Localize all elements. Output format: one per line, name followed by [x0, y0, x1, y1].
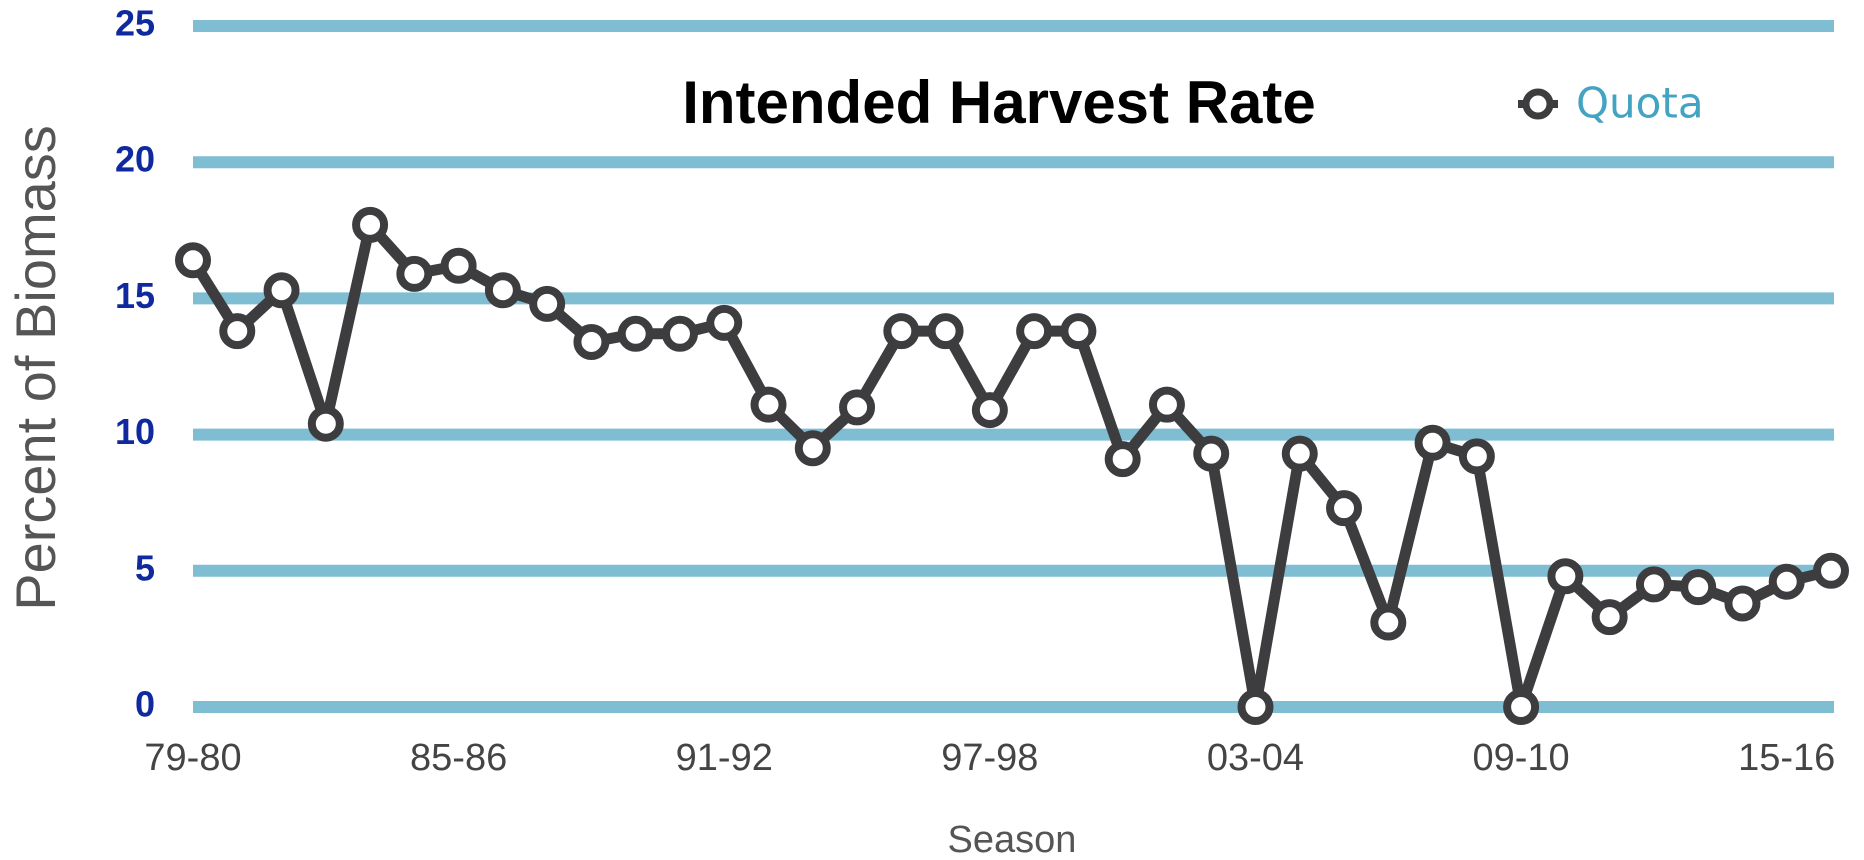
- y-tick-label: 10: [115, 411, 155, 452]
- data-point: [352, 206, 389, 243]
- x-tick-label: 03-04: [1207, 737, 1304, 779]
- data-point: [396, 255, 433, 292]
- data-point: [573, 323, 610, 360]
- x-tick-label: 79-80: [144, 737, 241, 779]
- data-point: [839, 389, 876, 426]
- data-point: [440, 247, 477, 284]
- x-tick-label: 97-98: [941, 737, 1038, 779]
- data-point: [1370, 604, 1407, 641]
- y-axis-label: Percent of Biomass: [4, 125, 67, 611]
- data-point: [927, 313, 964, 350]
- data-point: [1768, 563, 1805, 600]
- y-tick-label: 0: [135, 684, 155, 725]
- y-tick-label: 20: [115, 139, 155, 180]
- data-point: [661, 315, 698, 352]
- data-point: [1813, 552, 1849, 589]
- data-point: [1060, 313, 1097, 350]
- data-point: [617, 315, 654, 352]
- data-point: [1547, 558, 1584, 595]
- data-point: [1680, 569, 1717, 606]
- x-tick-label: 85-86: [410, 737, 507, 779]
- data-point: [175, 242, 211, 279]
- data-point: [1414, 424, 1451, 461]
- data-point: [1237, 689, 1274, 725]
- data-point: [1591, 599, 1628, 636]
- y-tick-label: 25: [115, 3, 155, 44]
- data-point: [1458, 438, 1495, 475]
- data-point: [1281, 435, 1318, 472]
- data-point: [484, 272, 521, 309]
- data-point: [1503, 689, 1540, 725]
- y-tick-label: 15: [115, 275, 155, 316]
- data-point: [529, 285, 566, 322]
- data-point: [1635, 566, 1672, 603]
- data-point: [307, 405, 344, 442]
- x-tick-label: 09-10: [1473, 737, 1570, 779]
- x-axis-label: Season: [948, 819, 1077, 860]
- data-point: [794, 430, 831, 467]
- x-tick-label: 91-92: [676, 737, 773, 779]
- data-point: [706, 304, 743, 341]
- x-tick-label: 15-16: [1738, 737, 1835, 779]
- data-point: [883, 313, 920, 350]
- y-tick-label: 5: [135, 547, 155, 588]
- legend-label: Quota: [1576, 79, 1704, 128]
- data-point: [219, 313, 256, 350]
- data-point: [1016, 313, 1053, 350]
- chart-title: Intended Harvest Rate: [682, 69, 1316, 136]
- data-point: [1326, 490, 1363, 527]
- data-point: [1724, 585, 1761, 622]
- data-point: [263, 272, 300, 309]
- data-point: [1148, 386, 1185, 423]
- data-point: [971, 392, 1008, 429]
- data-point: [1104, 441, 1141, 478]
- data-point: [750, 386, 787, 423]
- data-point: [1193, 435, 1230, 472]
- legend-marker: [1522, 88, 1554, 120]
